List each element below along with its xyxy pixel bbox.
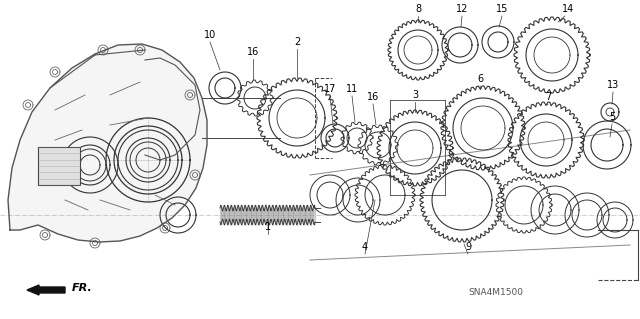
Bar — [38, 147, 80, 185]
Text: 13: 13 — [607, 80, 619, 90]
Text: FR.: FR. — [72, 283, 93, 293]
Text: 1: 1 — [265, 222, 271, 232]
Text: SNA4M1500: SNA4M1500 — [468, 288, 523, 297]
Text: 4: 4 — [362, 242, 368, 252]
FancyArrow shape — [27, 285, 65, 295]
Text: 11: 11 — [346, 84, 358, 94]
Text: 14: 14 — [562, 4, 574, 14]
Text: 9: 9 — [465, 242, 471, 252]
Text: 16: 16 — [367, 92, 379, 102]
Text: 17: 17 — [324, 84, 336, 94]
Text: 16: 16 — [247, 47, 259, 57]
Text: 10: 10 — [204, 30, 216, 40]
Text: 2: 2 — [294, 37, 300, 47]
Text: 12: 12 — [456, 4, 468, 14]
Text: 15: 15 — [496, 4, 508, 14]
Text: 5: 5 — [609, 112, 615, 122]
Text: 8: 8 — [415, 4, 421, 14]
Text: 3: 3 — [412, 90, 418, 100]
Text: 7: 7 — [545, 92, 551, 102]
Polygon shape — [8, 44, 207, 242]
Text: 6: 6 — [477, 74, 483, 84]
